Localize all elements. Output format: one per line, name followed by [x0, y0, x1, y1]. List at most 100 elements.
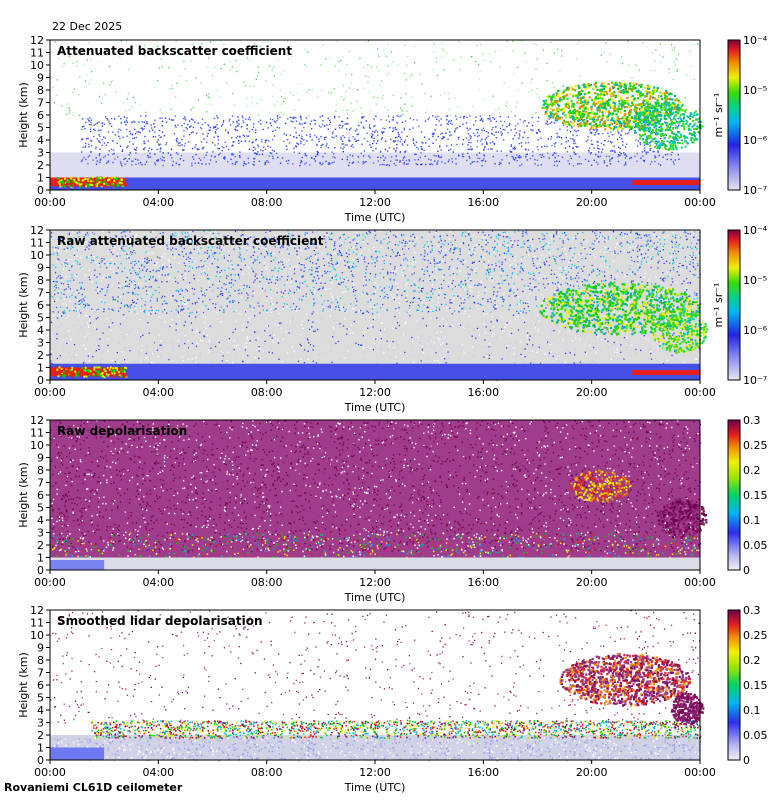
heatmap-pixel	[351, 143, 354, 146]
heatmap-pixel	[597, 141, 599, 143]
heatmap-pixel	[412, 297, 415, 299]
heatmap-pixel	[588, 149, 590, 151]
heatmap-pixel	[672, 136, 675, 139]
y-tick-label: 2	[37, 159, 44, 172]
heatmap-pixel	[300, 117, 302, 119]
heatmap-pixel	[687, 124, 690, 127]
heatmap-pixel	[691, 137, 694, 140]
heatmap-pixel	[340, 60, 342, 62]
heatmap-pixel	[386, 309, 388, 311]
heatmap-pixel	[646, 244, 648, 246]
heatmap-pixel	[651, 128, 654, 131]
heatmap-pixel	[424, 92, 426, 95]
heatmap-pixel	[246, 128, 248, 130]
heatmap-pixel	[347, 109, 349, 112]
heatmap-pixel	[108, 262, 111, 265]
heatmap-pixel	[301, 276, 303, 278]
heatmap-pixel	[681, 142, 684, 145]
heatmap-pixel	[562, 269, 565, 272]
heatmap-pixel	[639, 137, 641, 140]
heatmap-pixel	[522, 121, 525, 123]
heatmap-pixel	[62, 263, 64, 265]
heatmap-pixel	[623, 164, 625, 167]
heatmap-pixel	[393, 148, 395, 150]
heatmap-pixel	[445, 132, 447, 134]
heatmap-pixel	[649, 142, 651, 144]
heatmap-pixel	[654, 102, 657, 105]
heatmap-pixel	[468, 156, 470, 158]
heatmap-pixel	[543, 156, 545, 158]
heatmap-pixel	[446, 119, 448, 121]
heatmap-pixel	[686, 115, 689, 118]
heatmap-pixel	[655, 142, 658, 145]
heatmap-pixel	[159, 148, 162, 150]
heatmap-pixel	[622, 101, 625, 104]
heatmap-pixel	[200, 46, 202, 48]
heatmap-pixel	[639, 128, 642, 130]
heatmap-pixel	[341, 143, 343, 145]
heatmap-pixel	[473, 246, 475, 248]
x-axis-label: Time (UTC)	[344, 211, 406, 224]
heatmap-pixel	[129, 236, 132, 239]
heatmap-pixel	[216, 89, 218, 92]
heatmap-pixel	[560, 137, 563, 139]
heatmap-pixel	[541, 146, 543, 148]
heatmap-pixel	[669, 108, 672, 111]
heatmap-pixel	[139, 131, 141, 134]
heatmap-pixel	[615, 83, 618, 87]
heatmap-pixel	[61, 178, 64, 181]
heatmap-pixel	[648, 103, 651, 106]
heatmap-pixel	[331, 151, 333, 153]
heatmap-pixel	[128, 283, 130, 285]
heatmap-pixel	[137, 159, 139, 161]
heatmap-pixel	[137, 131, 140, 133]
heatmap-pixel	[318, 266, 320, 268]
heatmap-pixel	[189, 257, 191, 260]
heatmap-pixel	[81, 293, 83, 296]
heatmap-pixel	[654, 60, 656, 62]
heatmap-pixel	[105, 162, 108, 164]
heatmap-pixel	[571, 105, 574, 108]
heatmap-pixel	[264, 139, 267, 142]
heatmap-pixel	[606, 165, 608, 167]
heatmap-pixel	[160, 136, 162, 138]
heatmap-pixel	[634, 115, 636, 117]
heatmap-pixel	[198, 266, 200, 268]
heatmap-pixel	[536, 88, 538, 90]
heatmap-pixel	[651, 138, 653, 140]
heatmap-pixel	[259, 281, 261, 283]
heatmap-pixel	[227, 234, 229, 237]
heatmap-pixel	[154, 162, 156, 164]
heatmap-pixel	[648, 122, 651, 125]
heatmap-pixel	[138, 162, 140, 165]
heatmap-pixel	[689, 282, 692, 284]
heatmap-pixel	[683, 231, 685, 233]
heatmap-pixel	[666, 97, 669, 101]
heatmap-pixel	[401, 271, 403, 273]
heatmap-pixel	[96, 122, 98, 124]
heatmap-pixel	[686, 268, 688, 270]
heatmap-pixel	[161, 131, 164, 133]
heatmap-pixel	[641, 114, 644, 116]
heatmap-pixel	[651, 52, 653, 54]
heatmap-pixel	[304, 280, 306, 283]
heatmap-pixel	[573, 139, 576, 141]
heatmap-pixel	[184, 118, 186, 120]
heatmap-pixel	[670, 93, 673, 96]
heatmap-pixel	[69, 176, 72, 179]
heatmap-pixel	[635, 106, 639, 110]
colorbar-tick-label: 10⁻⁴	[743, 34, 768, 47]
heatmap-pixel	[109, 268, 112, 270]
heatmap-pixel	[259, 312, 261, 314]
heatmap-pixel	[175, 126, 177, 128]
heatmap-pixel	[498, 266, 501, 268]
heatmap-pixel	[232, 93, 234, 95]
heatmap-pixel	[118, 128, 120, 130]
heatmap-pixel	[298, 152, 301, 154]
heatmap-pixel	[251, 142, 254, 144]
heatmap-pixel	[368, 155, 370, 157]
heatmap-pixel	[247, 162, 250, 164]
heatmap-pixel	[493, 134, 495, 136]
heatmap-pixel	[450, 144, 453, 146]
heatmap-pixel	[652, 107, 655, 110]
